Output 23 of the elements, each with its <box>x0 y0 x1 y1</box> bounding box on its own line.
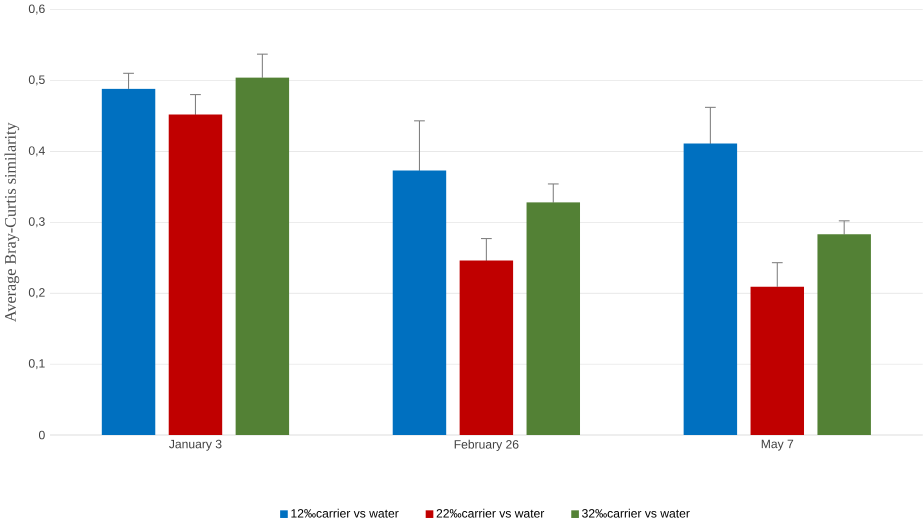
bar <box>392 170 446 436</box>
y-tick-label: 0,1 <box>28 359 45 370</box>
bar <box>460 260 514 436</box>
y-axis-title: Average Bray-Curtis similarity <box>4 122 20 322</box>
x-tick-label: January 3 <box>169 440 222 451</box>
bar <box>750 286 804 436</box>
x-tick-label: May 7 <box>762 440 794 451</box>
legend-label: 22‰carrier vs water <box>436 508 544 518</box>
bar <box>526 202 580 436</box>
bar <box>168 114 222 436</box>
y-tick-label: 0 <box>38 430 45 440</box>
y-tick-label: 0,4 <box>28 146 45 156</box>
y-tick-label: 0,6 <box>28 4 45 14</box>
bar <box>817 234 871 436</box>
x-tick-label: February 26 <box>454 440 518 452</box>
y-tick-label: 0,2 <box>28 288 45 298</box>
y-tick-label: 0,3 <box>28 217 45 228</box>
legend-label: 12‰carrier vs water <box>291 508 399 518</box>
bar <box>236 78 290 436</box>
y-tick-label: 0,5 <box>28 75 45 86</box>
bar <box>102 88 156 436</box>
legend-label: 32‰carrier vs water <box>582 508 690 518</box>
bar <box>684 144 738 436</box>
